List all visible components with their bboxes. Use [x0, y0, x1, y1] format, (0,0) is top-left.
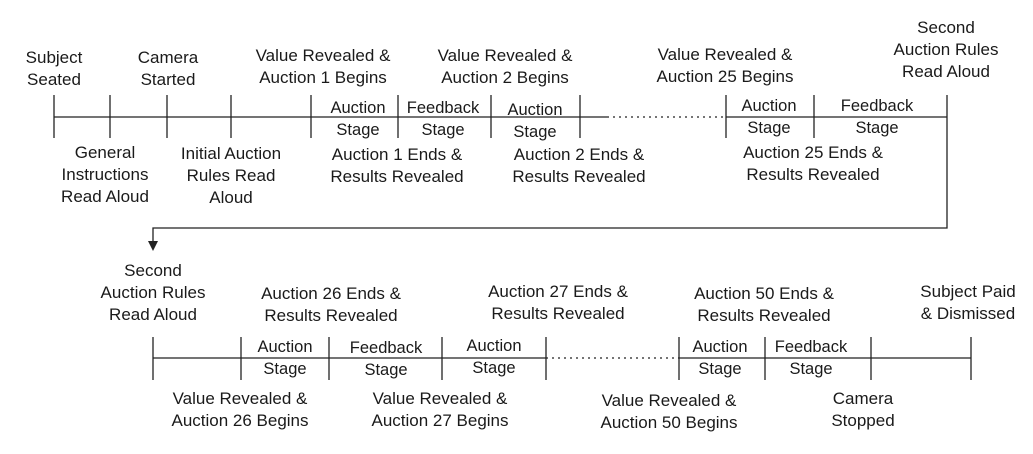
stage-auction-27: Auction Stage [466, 337, 522, 377]
label-camera-started: Camera Started [137, 48, 199, 89]
label-subject-seated: Subject Seated [25, 48, 83, 89]
label-general-instructions: General Instructions Read Aloud [61, 143, 149, 206]
label-value-revealed-27: Value Revealed & Auction 27 Begins [371, 389, 509, 430]
label-value-revealed-2: Value Revealed & Auction 2 Begins [437, 46, 573, 87]
stage-auction-2: Auction Stage [507, 101, 563, 141]
stage-auction-1: Auction Stage [330, 99, 386, 139]
label-auction-25-ends: Auction 25 Ends & Results Revealed [743, 143, 883, 184]
label-auction-26-ends: Auction 26 Ends & Results Revealed [261, 284, 401, 325]
label-subject-paid: Subject Paid & Dismissed [920, 282, 1016, 323]
label-value-revealed-26: Value Revealed & Auction 26 Begins [171, 389, 309, 430]
stage-auction-26: Auction Stage [257, 338, 313, 378]
label-value-revealed-50: Value Revealed & Auction 50 Begins [600, 391, 738, 432]
label-camera-stopped: Camera Stopped [831, 389, 895, 430]
stage-feedback-1: Feedback Stage [406, 99, 480, 139]
stage-feedback-50: Feedback Stage [774, 338, 848, 378]
stage-feedback-25: Feedback Stage [840, 97, 914, 137]
label-auction-2-ends: Auction 2 Ends & Results Revealed [512, 145, 646, 186]
label-value-revealed-1: Value Revealed & Auction 1 Begins [255, 46, 391, 87]
stage-auction-25: Auction Stage [741, 97, 797, 137]
label-initial-rules: Initial Auction Rules Read Aloud [180, 144, 282, 207]
label-auction-27-ends: Auction 27 Ends & Results Revealed [488, 282, 628, 323]
row-connector-arrow [148, 138, 948, 251]
stage-feedback-26: Feedback Stage [349, 339, 423, 379]
label-auction-1-ends: Auction 1 Ends & Results Revealed [330, 145, 464, 186]
label-second-rules-row1: Second Auction Rules Read Aloud [893, 18, 999, 81]
label-second-rules-row2: Second Auction Rules Read Aloud [100, 261, 206, 324]
label-auction-50-ends: Auction 50 Ends & Results Revealed [694, 284, 834, 325]
label-value-revealed-25: Value Revealed & Auction 25 Begins [656, 45, 794, 86]
stage-auction-50: Auction Stage [692, 338, 748, 378]
